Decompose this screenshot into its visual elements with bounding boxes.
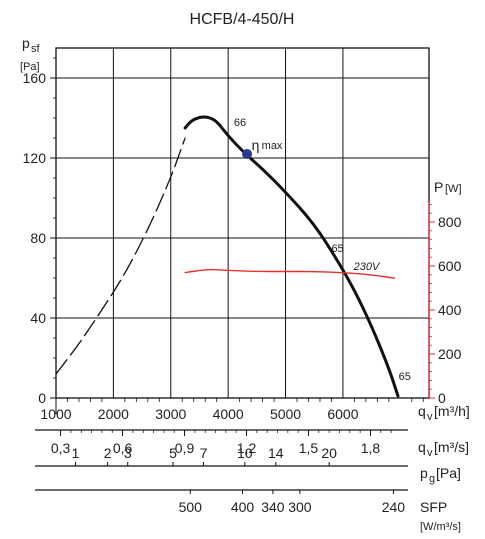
secondary-scales: 0,3 0,6 0,9 1,2 1,5 1,8 q v [m³/s]1 2 3 5 7 10 14 20p g[… xyxy=(35,429,469,533)
x-tick-label: 4000 xyxy=(213,406,244,422)
y-right-axis-label: P xyxy=(434,179,443,195)
scale-label-sfp: 240 xyxy=(382,499,406,515)
scale-qv-m3s-unit: [m³/s] xyxy=(434,439,469,455)
x-tick-label: 1000 xyxy=(40,406,71,422)
scale-label-sfp: 340 xyxy=(261,499,285,515)
y-left-tick-label: 160 xyxy=(23,70,47,86)
efficiency-annotation: 65 xyxy=(331,243,343,255)
scale-label-qv-m3s: 1,5 xyxy=(299,440,319,456)
series-pressure-solid xyxy=(183,115,400,398)
eta-max-label: η xyxy=(252,137,260,153)
x-tick-label: 2000 xyxy=(98,406,129,422)
scale-label-pg: 7 xyxy=(200,445,208,461)
scale-label-pg: 14 xyxy=(268,445,284,461)
y-left-tick-label: 80 xyxy=(30,230,46,246)
scale-label-qv-m3s: 0,3 xyxy=(51,440,71,456)
scale-pg-unit: [Pa] xyxy=(436,465,461,481)
x-tick-label: 5000 xyxy=(270,406,301,422)
y-right-tick-label: 200 xyxy=(438,346,462,362)
scale-label-pg: 1 xyxy=(72,445,80,461)
scale-label-sfp: 300 xyxy=(288,499,312,515)
scale-label-pg: 20 xyxy=(321,445,337,461)
efficiency-annotation: 65 xyxy=(399,371,411,383)
efficiency-annotation: 66 xyxy=(234,117,246,129)
y-left-axis-label-sub: sf xyxy=(31,43,41,55)
y-left-tick-label: 40 xyxy=(30,310,46,326)
x-axis-unit: [m³/h] xyxy=(434,403,470,419)
y-right-tick-label: 400 xyxy=(438,302,462,318)
plot-frame xyxy=(55,47,430,399)
axis-labels: p sf [Pa] P [W] q v [m³/h] xyxy=(20,35,470,423)
power-series-label: 230V xyxy=(353,261,381,273)
x-tick-label: 3000 xyxy=(155,406,186,422)
scale-label-pg: 3 xyxy=(124,445,132,461)
series-power xyxy=(184,268,396,279)
scale-label-pg: 5 xyxy=(169,445,177,461)
scale-pg-label: p xyxy=(420,465,428,481)
scale-label-sfp: 500 xyxy=(179,499,203,515)
scale-pg-label-sub: g xyxy=(429,473,435,485)
y-right-tick-label: 600 xyxy=(438,258,462,274)
y-right-tick-label: 800 xyxy=(438,214,462,230)
x-axis-label-sub: v xyxy=(427,411,433,423)
scale-qv-m3s-label-sub: v xyxy=(427,447,433,459)
y-left-axis-label: p xyxy=(22,35,30,51)
series-pressure-dashed xyxy=(55,137,186,375)
scale-sfp-unit: [W/m³/s] xyxy=(420,521,461,533)
y-right-axis-unit: [W] xyxy=(445,183,462,195)
eta-max-point xyxy=(242,149,253,159)
scale-label-qv-m3s: 0,6 xyxy=(113,440,133,456)
scale-label-qv-m3s: 1,8 xyxy=(361,440,381,456)
y-left-tick-label: 120 xyxy=(23,150,47,166)
axes: 0 40 80 120 160 0 200 400 600 800 1000 2000 3000 4000… xyxy=(23,57,462,422)
scale-label-pg: 2 xyxy=(104,445,112,461)
series-group: 230V 66 65 65 η max xyxy=(55,115,411,398)
scale-label-qv-m3s: 0,9 xyxy=(175,440,195,456)
y-right-tick-label: 0 xyxy=(438,390,446,406)
x-tick-label: 6000 xyxy=(327,406,358,422)
y-left-tick-label: 0 xyxy=(38,390,46,406)
chart-title: HCFB/4-450/H xyxy=(190,11,295,28)
scale-qv-m3s-label: q xyxy=(418,439,426,455)
grid xyxy=(55,47,430,399)
scale-label-sfp: 400 xyxy=(231,499,255,515)
scale-label-pg: 10 xyxy=(237,445,253,461)
scale-label-qv-m3s: 1,2 xyxy=(237,440,257,456)
x-axis-label: q xyxy=(418,403,426,419)
scale-sfp-label: SFP xyxy=(420,499,447,515)
eta-max-label-sub: max xyxy=(262,140,283,152)
y-left-axis-unit: [Pa] xyxy=(20,61,40,73)
